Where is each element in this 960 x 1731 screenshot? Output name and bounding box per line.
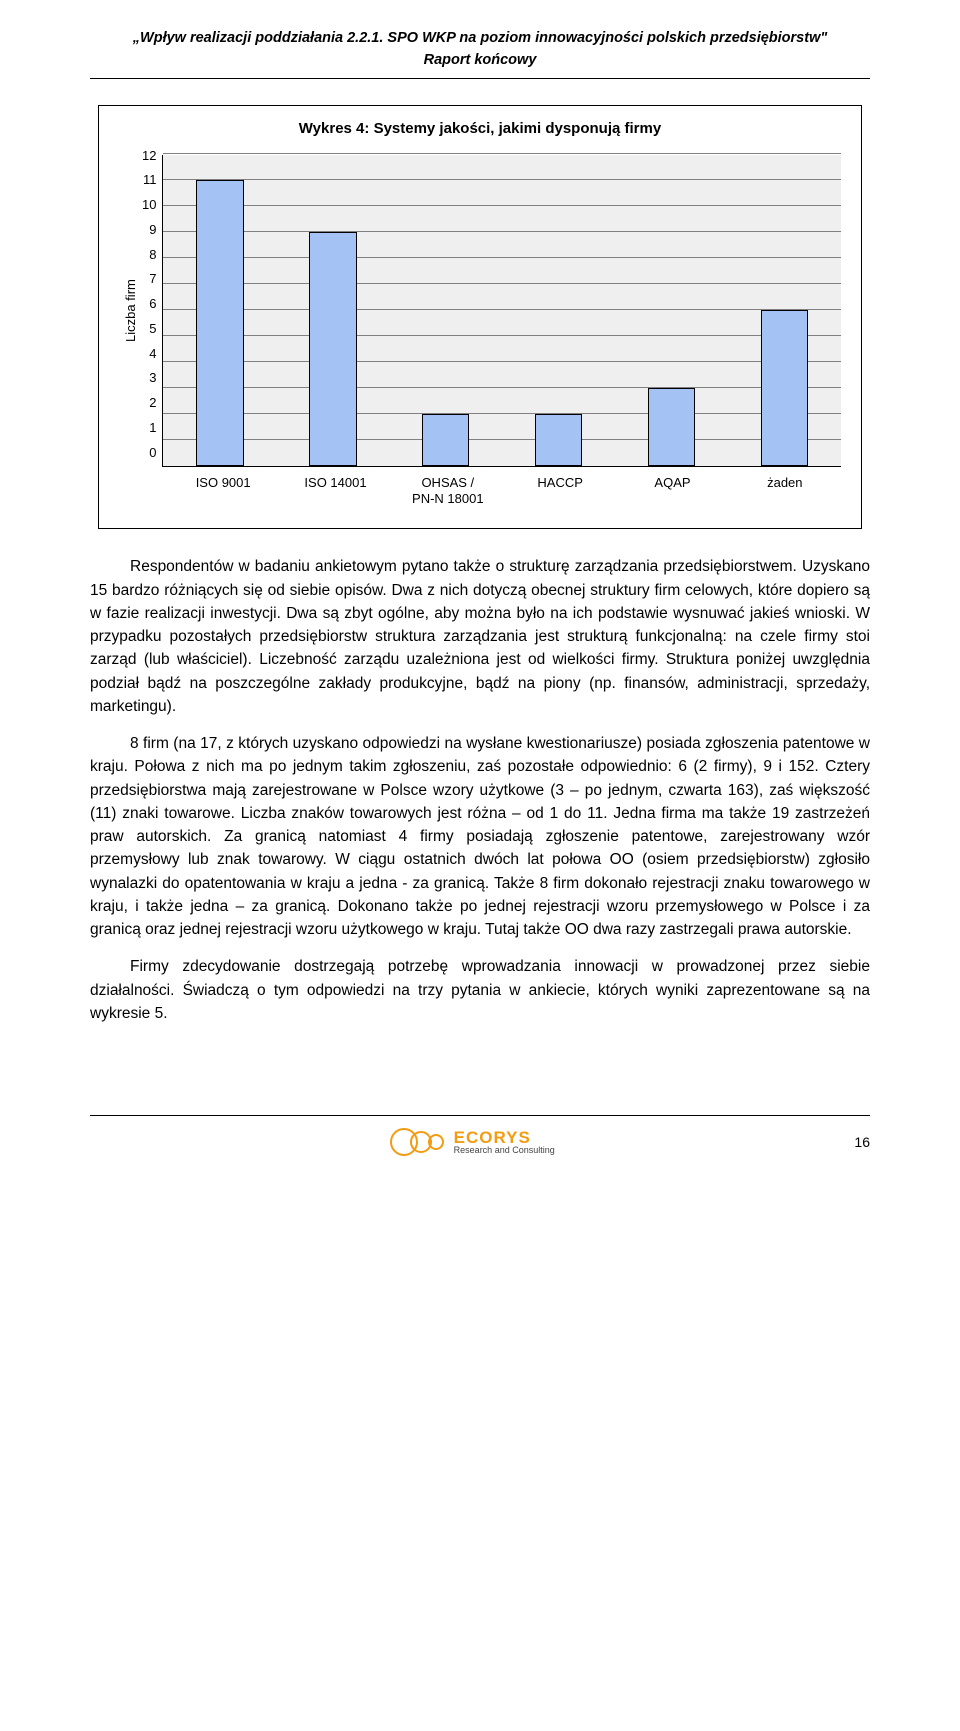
header-line1: „Wpływ realizacji poddziałania 2.2.1. SP… [90,28,870,50]
x-tick-label: ISO 14001 [279,475,391,509]
grid-line [163,361,841,362]
chart-bar [535,414,582,466]
x-tick-label: ISO 9001 [167,475,279,509]
chart-bar [309,232,356,466]
y-tick-label: 10 [142,197,156,212]
grid-line [163,205,841,206]
chart-bar [761,310,808,466]
grid-line [163,283,841,284]
chart-bar [196,180,243,466]
y-tick-label: 11 [143,172,157,187]
grid-line [163,231,841,232]
grid-line [163,309,841,310]
x-axis-labels: ISO 9001ISO 14001OHSAS /PN-N 18001HACCPA… [167,475,841,509]
chart-plot-area [162,155,841,467]
grid-line [163,179,841,180]
y-axis-ticks: 1211109876543210 [142,148,162,460]
grid-line [163,439,841,440]
y-tick-label: 5 [149,321,156,336]
y-axis-label: Liczba firm [119,155,142,467]
paragraph-1: Respondentów w badaniu ankietowym pytano… [90,555,870,718]
ecorys-logo-icon [390,1128,446,1156]
y-tick-label: 12 [142,148,156,163]
ecorys-logo: ECORYS Research and Consulting [390,1128,555,1156]
body-text: Respondentów w badaniu ankietowym pytano… [90,555,870,1025]
x-tick-label: AQAP [616,475,728,509]
chart-container: Wykres 4: Systemy jakości, jakimi dyspon… [98,105,862,530]
chart-bar [648,388,695,466]
y-tick-label: 6 [149,296,156,311]
chart-bar [422,414,469,466]
page-number: 16 [854,1134,870,1150]
y-tick-label: 2 [149,395,156,410]
y-tick-label: 7 [149,271,156,286]
x-tick-label: HACCP [504,475,616,509]
y-tick-label: 9 [149,222,156,237]
grid-line [163,153,841,154]
y-tick-label: 0 [149,445,156,460]
y-tick-label: 1 [149,420,156,435]
logo-text-sub: Research and Consulting [454,1146,555,1155]
grid-line [163,387,841,388]
chart-title: Wykres 4: Systemy jakości, jakimi dyspon… [119,120,841,137]
logo-text-main: ECORYS [454,1129,555,1146]
paragraph-3: Firmy zdecydowanie dostrzegają potrzebę … [90,955,870,1025]
paragraph-2: 8 firm (na 17, z których uzyskano odpowi… [90,732,870,941]
grid-line [163,413,841,414]
x-tick-label: żaden [729,475,841,509]
y-tick-label: 3 [149,370,156,385]
page-header: „Wpływ realizacji poddziałania 2.2.1. SP… [90,28,870,72]
y-tick-label: 8 [149,247,156,262]
grid-line [163,335,841,336]
page-footer: ECORYS Research and Consulting 16 [90,1115,870,1156]
grid-line [163,257,841,258]
header-line2: Raport końcowy [90,50,870,72]
x-tick-label: OHSAS /PN-N 18001 [392,475,504,509]
header-rule [90,78,870,79]
y-tick-label: 4 [149,346,156,361]
